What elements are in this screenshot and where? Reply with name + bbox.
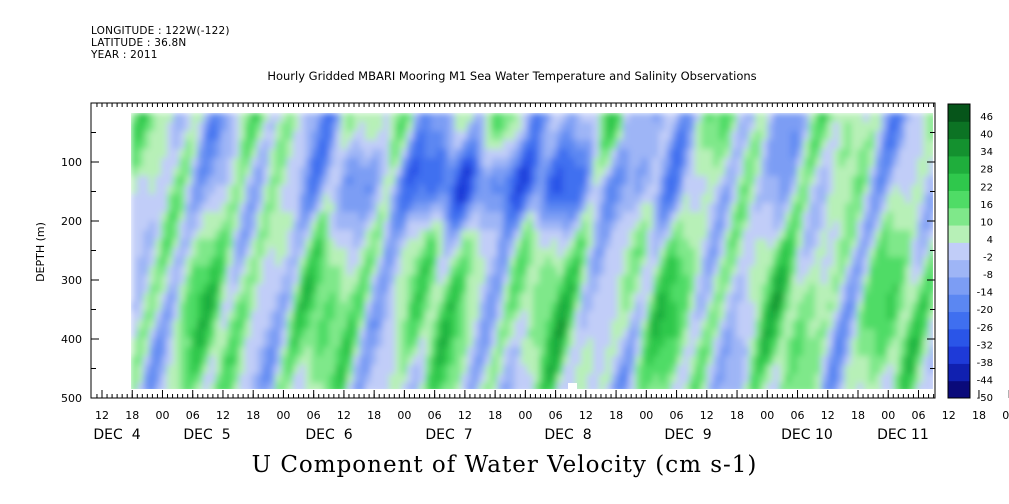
colorbar-swatch	[948, 294, 970, 313]
colorbar-swatch	[948, 207, 970, 226]
colorbar: 46 40 34 28 22 16 10 4 -2 -8 -14 -20 -26 -32 -38 -44 -50	[947, 103, 993, 404]
x-tick-label: 00	[397, 409, 411, 422]
y-tick-label: 100	[61, 156, 82, 169]
colorbar-label: 22	[980, 182, 993, 193]
colorbar-label: -44	[977, 375, 993, 386]
colorbar-swatch	[948, 155, 970, 174]
x-tick-label: 12	[337, 409, 351, 422]
x-tick-label: 06	[670, 409, 684, 422]
x-tick-label: 18	[851, 409, 865, 422]
x-day-label: DEC 5	[183, 427, 230, 443]
x-day-label: DEC 11	[877, 427, 929, 443]
colorbar-label: 40	[980, 130, 993, 141]
colorbar-swatch	[948, 346, 970, 364]
x-tick-label: 00	[639, 409, 653, 422]
x-tick-label: 00	[155, 409, 169, 422]
colorbar-label: -32	[977, 340, 993, 351]
colorbar-swatch	[948, 225, 970, 243]
x-tick-label: 18	[488, 409, 502, 422]
x-tick-label: 06	[791, 409, 805, 422]
colorbar-swatch	[948, 138, 970, 157]
colorbar-swatch	[948, 328, 970, 347]
x-tick-label: 12	[216, 409, 230, 422]
colorbar-label: -26	[977, 323, 993, 334]
x-day-label: DEC 8	[544, 427, 591, 443]
x-tick-label: 06	[549, 409, 563, 422]
x-tick-label: 00	[518, 409, 532, 422]
x-tick-label: 00	[1002, 409, 1009, 422]
longitude-text: LONGITUDE : 122W(-122)	[91, 25, 230, 37]
colorbar-label: 34	[980, 147, 993, 158]
x-tick-label: 18	[367, 409, 381, 422]
colorbar-swatch	[948, 190, 970, 209]
x-tick-label: 18	[246, 409, 260, 422]
y-axis: 100 200 300 400 500	[61, 132, 935, 405]
x-day-label: DEC 6	[305, 427, 352, 443]
x-tick-label: 06	[428, 409, 442, 422]
x-tick-label: 00	[276, 409, 290, 422]
missing-data-patch	[568, 383, 577, 389]
colorbar-swatch	[948, 173, 970, 191]
x-tick-label: 18	[730, 409, 744, 422]
colorbar-label: -20	[977, 305, 993, 316]
y-tick-label: 200	[61, 215, 82, 228]
colorbar-label: 46	[980, 112, 993, 123]
x-tick-label: 12	[821, 409, 835, 422]
x-tick-label: 12	[579, 409, 593, 422]
x-tick-label: 06	[307, 409, 321, 422]
colorbar-label: 28	[980, 165, 993, 176]
colorbar-label: -8	[983, 270, 993, 281]
x-tick-label: 18	[125, 409, 139, 422]
colorbar-label: 16	[980, 200, 993, 211]
colorbar-label: -38	[977, 358, 993, 369]
x-tick-label: 06	[186, 409, 200, 422]
y-tick-label: 300	[61, 274, 82, 287]
x-tick-label: 00	[881, 409, 895, 422]
x-tick-label: 12	[95, 409, 109, 422]
x-axis-title: U Component of Water Velocity (cm s-1)	[251, 452, 758, 478]
colorbar-swatch	[948, 121, 970, 140]
x-tick-label: 00	[760, 409, 774, 422]
colorbar-swatch	[948, 104, 970, 122]
colorbar-swatch	[948, 380, 970, 399]
x-day-label: DEC 9	[664, 427, 711, 443]
year-text: YEAR : 2011	[91, 49, 158, 61]
chart-title: Hourly Gridded MBARI Mooring M1 Sea Wate…	[267, 69, 756, 83]
x-day-label: DEC 4	[93, 427, 140, 443]
colorbar-label: -50	[977, 393, 993, 404]
x-tick-label: 12	[942, 409, 956, 422]
x-tick-label: 06	[911, 409, 925, 422]
x-tick-label: 12	[458, 409, 472, 422]
x-day-label: DEC 10	[781, 427, 833, 443]
colorbar-swatch	[948, 259, 970, 278]
colorbar-swatch	[948, 276, 970, 295]
colorbar-swatch	[948, 311, 970, 330]
latitude-text: LATITUDE : 36.8N	[91, 37, 187, 49]
y-tick-label: 500	[61, 392, 82, 405]
x-axis: 12 18 00 06 12 18 00 06 12 18 00 06 12 18 00 06 12 18 00 06…	[93, 103, 1009, 443]
colorbar-label: -14	[977, 288, 993, 299]
heatmap-field	[131, 113, 933, 389]
colorbar-swatch	[948, 242, 970, 261]
colorbar-label: -2	[983, 253, 993, 264]
y-tick-label: 400	[61, 333, 82, 346]
colorbar-swatch	[948, 363, 970, 382]
x-tick-label: 18	[609, 409, 623, 422]
x-tick-label: 12	[700, 409, 714, 422]
x-day-label: DEC 7	[425, 427, 472, 443]
colorbar-label: 10	[980, 217, 993, 228]
colorbar-label: 4	[987, 235, 993, 246]
y-axis-label: DEPTH (m)	[34, 222, 47, 282]
x-tick-label: 18	[972, 409, 986, 422]
